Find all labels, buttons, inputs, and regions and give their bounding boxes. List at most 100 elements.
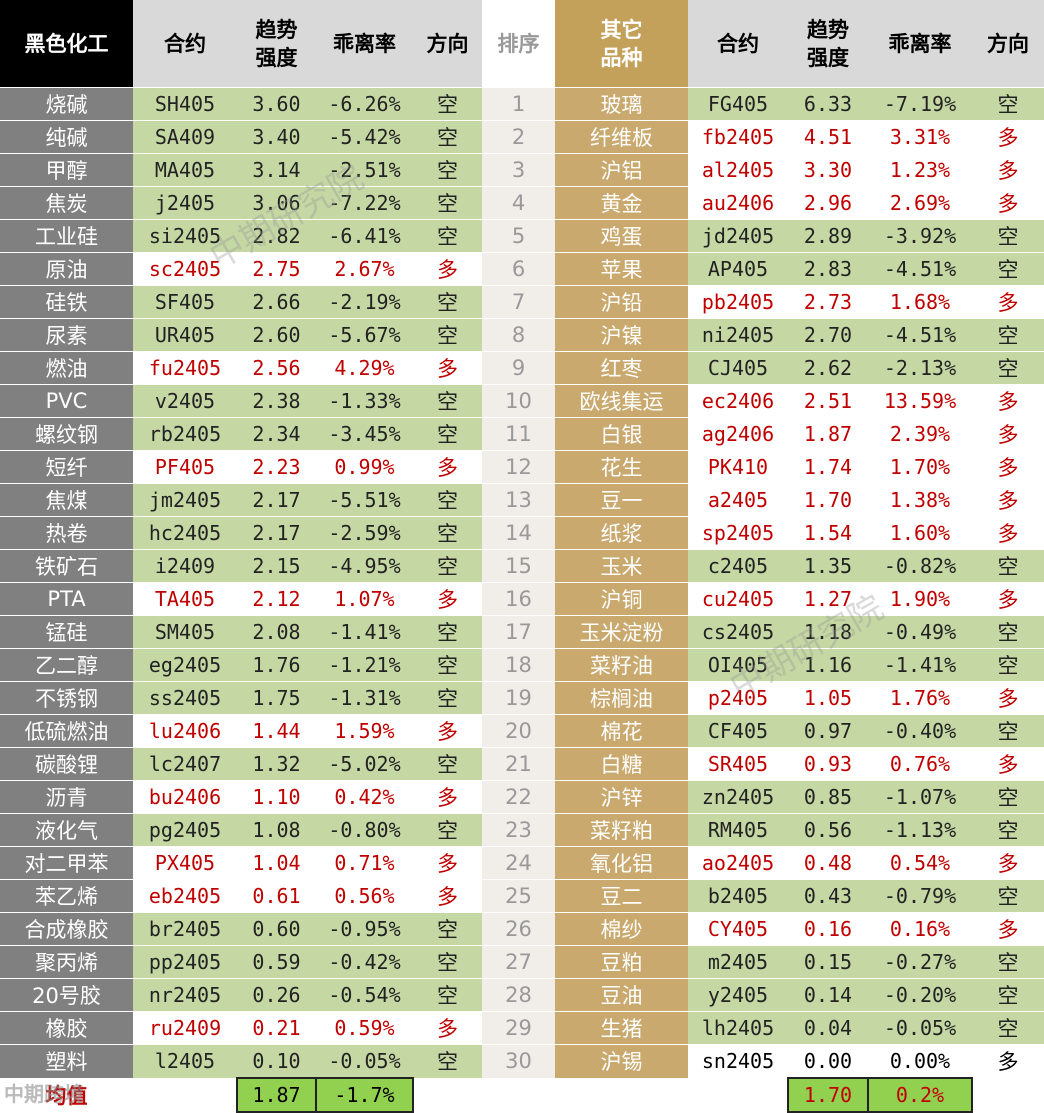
direction: 多 [413,714,482,748]
strength: 0.85 [788,780,868,814]
strength: 1.10 [237,780,316,814]
category: 白银 [555,417,688,451]
direction: 空 [972,252,1044,286]
rank: 25 [482,879,555,913]
deviation: -1.13% [868,813,972,847]
direction: 空 [413,747,482,781]
contract: hc2405 [133,516,237,550]
category: 生猪 [555,1011,688,1045]
contract: pp2405 [133,945,237,979]
rank: 4 [482,186,555,220]
contract: TA405 [133,582,237,616]
deviation: 1.90% [868,582,972,616]
direction: 多 [413,450,482,484]
direction: 多 [972,417,1044,451]
strength: 1.18 [788,615,868,649]
rank: 29 [482,1011,555,1045]
deviation: 0.54% [868,846,972,880]
category: 硅铁 [0,285,133,319]
strength: 1.54 [788,516,868,550]
category: 沪镍 [555,318,688,352]
category: 液化气 [0,813,133,847]
strength: 0.97 [788,714,868,748]
direction: 多 [972,516,1044,550]
contract: jd2405 [688,219,788,253]
strength: 3.60 [237,87,316,121]
category: 乙二醇 [0,648,133,682]
contract: SR405 [688,747,788,781]
category: 燃油 [0,351,133,385]
strength: 0.59 [237,945,316,979]
contract: b2405 [688,879,788,913]
direction: 多 [972,384,1044,418]
contract: lu2406 [133,714,237,748]
deviation: -0.80% [316,813,413,847]
strength: 0.15 [788,945,868,979]
header-cell: 黑色化工 [0,0,133,88]
direction: 空 [972,978,1044,1012]
contract: au2406 [688,186,788,220]
contract: RM405 [688,813,788,847]
row: 尿素 UR405 2.60 -5.67% 空 8 沪镍 ni2405 2.70 -4.51% 空 [0,318,1044,352]
deviation: 1.70% [868,450,972,484]
direction: 多 [972,285,1044,319]
direction: 空 [972,615,1044,649]
row: 硅铁 SF405 2.66 -2.19% 空 7 沪铅 pb2405 2.73 1.68% 多 [0,285,1044,319]
rank: 8 [482,318,555,352]
direction: 空 [413,549,482,583]
row: 合成橡胶 br2405 0.60 -0.95% 空 26 棉纱 CY405 0.16 0.16% 多 [0,912,1044,946]
deviation: 0.56% [316,879,413,913]
strength: 1.35 [788,549,868,583]
contract: a2405 [688,483,788,517]
category: 鸡蛋 [555,219,688,253]
deviation: 0.00% [868,1044,972,1079]
direction: 空 [413,978,482,1012]
rank: 19 [482,681,555,715]
blank [688,1078,788,1113]
category: 低硫燃油 [0,714,133,748]
deviation: 13.59% [868,384,972,418]
direction: 多 [972,846,1044,880]
rank: 15 [482,549,555,583]
rank: 13 [482,483,555,517]
deviation: -2.51% [316,153,413,187]
strength: 2.70 [788,318,868,352]
contract: pb2405 [688,285,788,319]
deviation: -0.42% [316,945,413,979]
deviation: 1.23% [868,153,972,187]
category: 沥青 [0,780,133,814]
strength: 2.08 [237,615,316,649]
strength: 1.08 [237,813,316,847]
direction: 空 [413,417,482,451]
direction: 多 [972,450,1044,484]
direction: 空 [413,285,482,319]
strength: 0.56 [788,813,868,847]
header-cell: 合约 [133,0,237,88]
direction: 空 [972,219,1044,253]
category: 苯乙烯 [0,879,133,913]
deviation: -5.51% [316,483,413,517]
contract: ni2405 [688,318,788,352]
header-row: 黑色化工 合约 趋势 强度 乖离率 方向 排序 其它 品种 合约 趋势 强度 乖离率 方向 [0,0,1044,88]
category: 白糖 [555,747,688,781]
direction: 空 [413,648,482,682]
category: 菜籽油 [555,648,688,682]
category: 豆油 [555,978,688,1012]
category: 沪锡 [555,1044,688,1079]
strength: 2.51 [788,384,868,418]
contract: CF405 [688,714,788,748]
category: 苹果 [555,252,688,286]
category: 原油 [0,252,133,286]
contract: SM405 [133,615,237,649]
strength: 2.73 [788,285,868,319]
row: 原油 sc2405 2.75 2.67% 多 6 苹果 AP405 2.83 -4.51% 空 [0,252,1044,286]
deviation: -0.40% [868,714,972,748]
rank: 12 [482,450,555,484]
category: 氧化铝 [555,846,688,880]
header-cell: 方向 [413,0,482,88]
direction: 空 [972,780,1044,814]
contract: SH405 [133,87,237,121]
blank [482,1078,555,1113]
rank: 14 [482,516,555,550]
direction: 空 [972,714,1044,748]
